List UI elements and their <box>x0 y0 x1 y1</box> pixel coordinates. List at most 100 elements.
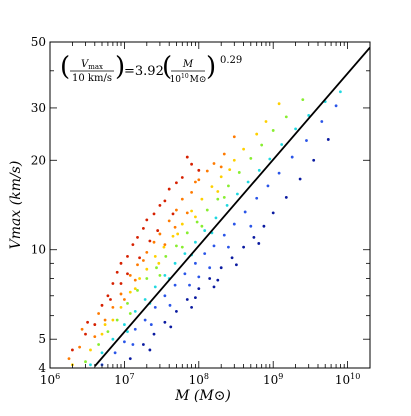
y-tick-label: 20 <box>31 153 46 167</box>
scatter-point <box>133 287 137 290</box>
y-tick-label: 10 <box>31 243 46 257</box>
scatter-point <box>268 157 272 161</box>
scatter-point <box>97 312 100 315</box>
svg-text:): ) <box>206 52 216 82</box>
scatter-point <box>277 102 281 106</box>
scatter-point <box>148 348 152 352</box>
scatter-point <box>307 114 311 117</box>
scatter-point <box>156 229 160 232</box>
scatter-point <box>175 208 178 212</box>
eq-rhs-denominator: 1010M⊙ <box>170 73 207 85</box>
scatter-point <box>163 243 167 247</box>
scatter-point <box>128 312 132 315</box>
scatter-point <box>194 180 197 184</box>
scatter-point <box>190 162 193 166</box>
scatter-point <box>115 318 119 322</box>
scatter-point <box>80 327 84 331</box>
svg-text:(: ( <box>60 52 70 82</box>
scatter-point <box>138 256 141 260</box>
scatter-point <box>180 197 184 201</box>
scatter-point <box>78 345 82 349</box>
axis-ticks: 106 107 108 109 1010 4 5 10 20 30 50 <box>31 35 371 387</box>
scatter-point <box>194 240 197 244</box>
scatter-point <box>197 275 201 279</box>
scatter-point <box>111 318 115 322</box>
scatter-point <box>84 360 87 364</box>
scatter-point <box>167 219 171 223</box>
scatter-point <box>113 351 117 355</box>
eq-exponent: 0.29 <box>220 55 242 66</box>
scatter-point <box>243 210 247 214</box>
scatter-point <box>71 348 74 352</box>
scatter-point <box>246 180 250 184</box>
scatter-point <box>212 285 216 289</box>
scatter-point <box>180 245 184 249</box>
scatter-point <box>157 261 161 265</box>
scatter-point <box>216 278 220 282</box>
scatter-point <box>111 305 115 309</box>
scatter-point <box>210 185 214 189</box>
scatter-point <box>257 168 261 172</box>
scatter-point <box>145 218 149 222</box>
scatter-point <box>338 90 342 94</box>
scatter-point <box>123 323 126 326</box>
scatter-point <box>103 318 107 322</box>
scatter-point <box>128 273 132 277</box>
scatter-point <box>232 158 236 162</box>
fit-line-layer <box>94 46 370 367</box>
scatter-point <box>200 197 204 201</box>
scatter-point <box>208 277 212 280</box>
scatter-point <box>100 351 104 355</box>
scatter-point <box>100 303 104 307</box>
scatter-point <box>119 282 123 285</box>
scatter-point <box>143 298 147 301</box>
scatter-point <box>219 165 223 169</box>
x-tick-label: 106 <box>40 372 60 387</box>
scatter-point <box>163 273 167 277</box>
x-tick-label: 108 <box>189 372 209 387</box>
scatter-point <box>197 168 201 172</box>
scatter-point <box>93 335 97 339</box>
scatter-point <box>153 285 157 289</box>
scatter-point <box>203 252 207 256</box>
scatter-point <box>227 245 230 249</box>
scatter-point <box>141 226 145 230</box>
scatter-point <box>249 224 253 228</box>
scatter-point <box>136 263 139 267</box>
scatter-point <box>136 236 139 239</box>
scatter-point <box>284 115 288 119</box>
scatter-point <box>171 234 175 238</box>
scatter-point <box>208 266 212 270</box>
fit-equation: ( Vmax 10 km/s ) =3.92 ( M 1010M⊙ ) 0.29 <box>60 52 242 85</box>
scatter-point <box>242 147 246 151</box>
scatter-point <box>128 357 132 361</box>
scatter-point <box>173 283 177 287</box>
scatter-point <box>234 263 238 267</box>
x-axis-title: M (M⊙) <box>174 388 231 404</box>
scatter-point <box>203 229 207 232</box>
scatter-point <box>171 212 175 216</box>
scatter-point <box>128 290 132 294</box>
scatter-point <box>260 143 264 147</box>
scatter-point <box>145 277 149 280</box>
scatter-point <box>168 303 172 307</box>
scatter-point <box>143 318 147 322</box>
scatter-point <box>131 343 135 346</box>
x-tick-label: 1010 <box>335 372 360 387</box>
scatter-point <box>163 320 167 324</box>
scatter-point <box>126 272 129 276</box>
scatter-point <box>294 127 297 131</box>
svg-text:): ) <box>115 52 125 82</box>
scatter-point <box>136 288 139 292</box>
scatter-point <box>131 243 135 247</box>
scatter-point <box>155 266 158 270</box>
scatter-point <box>262 224 266 228</box>
scatter-point <box>175 244 178 248</box>
scatter-point <box>148 239 152 243</box>
scatter-point <box>133 278 137 282</box>
scatter-point <box>305 139 308 142</box>
scatter-point <box>163 294 167 298</box>
scatter-point <box>185 155 189 159</box>
scatter-point <box>219 175 223 179</box>
